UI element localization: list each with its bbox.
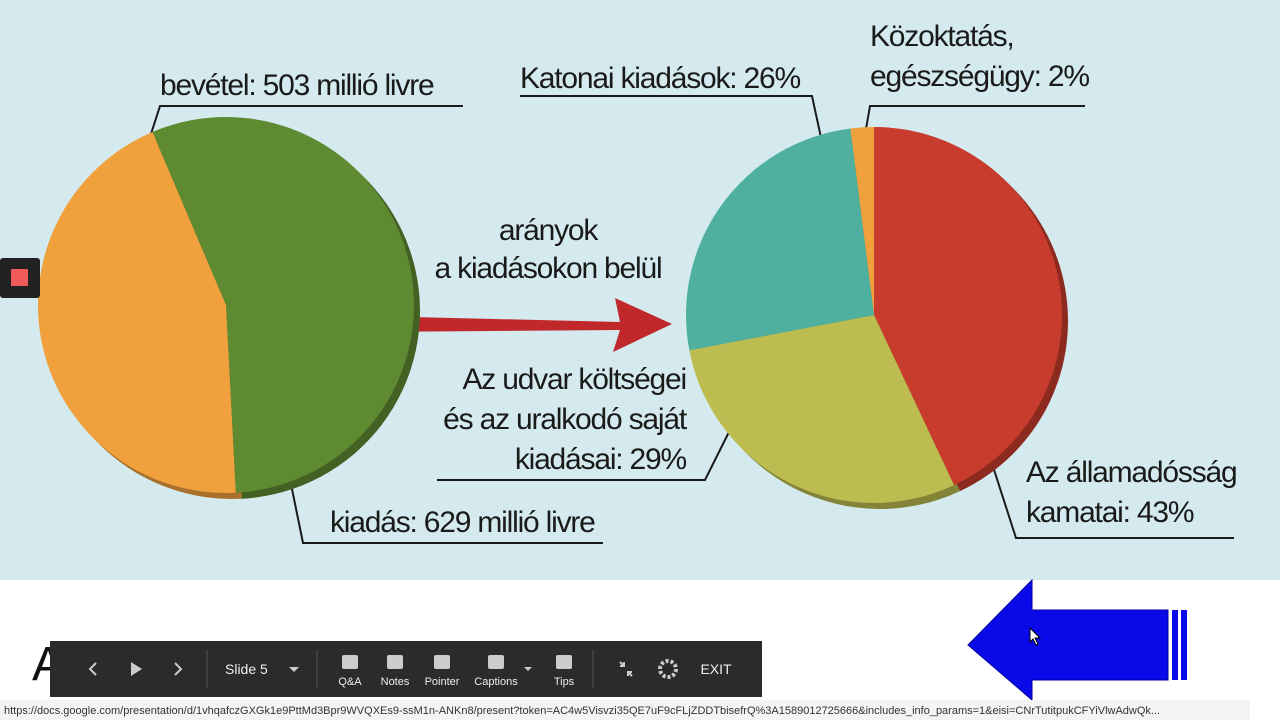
slice-label: egészségügy: 2% [870,60,1089,93]
toolbar-icon [488,655,504,669]
toolbar-icon [556,655,572,669]
slice-label: és az uralkodó saját [443,403,688,436]
arrow [370,298,672,352]
status-url: https://docs.google.com/presentation/d/1… [4,705,1160,717]
status-bar [0,700,1250,720]
slice-label: Közoktatás, [870,20,1014,53]
toolbar-button[interactable]: Notes [381,676,410,688]
toolbar-button[interactable]: Pointer [425,676,460,688]
pie-slice [152,116,415,493]
slice-label: Katonai kiadások: 26% [520,62,801,95]
back-arrow-stripe [1172,610,1178,680]
pie-slice [689,315,955,503]
slice-label: kiadásai: 29% [515,443,687,476]
pie-slice [874,127,1062,486]
back-arrow[interactable] [967,578,1169,702]
toolbar-icon [434,655,450,669]
back-arrow-stripe [1181,610,1187,680]
slice-label: kiadás: 629 millió livre [330,506,595,539]
toolbar-icon [342,655,358,669]
toolbar-icons: Q&A Notes Pointer Captions Tips [338,655,575,688]
slide-dropdown[interactable] [289,667,299,672]
fullscreen-button[interactable] [619,661,633,677]
slice-label: kamatai: 43% [1026,496,1194,529]
play-button[interactable] [131,662,142,676]
record-icon [11,269,28,286]
toolbar-button[interactable]: Captions [474,676,518,688]
toolbar-icon [387,655,403,669]
arrow-label: arányok [499,214,600,247]
slice-label: bevétel: 503 millió livre [160,69,434,102]
toolbar [50,641,762,697]
pie-slice [38,131,236,493]
slide-selector[interactable]: Slide 5 [225,661,268,677]
exit-button[interactable]: EXIT [700,661,732,677]
slice-label: Az államadósság [1026,456,1236,489]
captions-dropdown[interactable] [524,667,532,671]
toolbar-button[interactable]: Tips [554,676,575,688]
prev-button[interactable] [88,662,97,676]
cursor [1029,626,1042,646]
settings-button[interactable] [658,659,678,679]
pie-slice [850,127,874,315]
next-button[interactable] [174,662,183,676]
toolbar-button[interactable]: Q&A [338,676,362,688]
pies [38,116,1068,510]
slice-label: Az udvar költségei [462,363,686,396]
pie-slice [686,128,874,351]
arrow-label: a kiadásokon belül [435,252,662,285]
